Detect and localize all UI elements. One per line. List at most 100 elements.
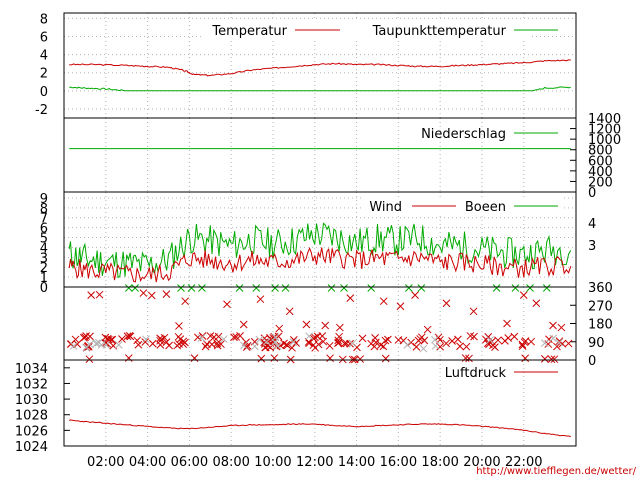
panel-frame — [63, 359, 577, 447]
direction-marker — [348, 339, 357, 348]
direction-marker — [85, 355, 94, 364]
direction-marker — [79, 333, 88, 342]
direction-marker — [198, 284, 206, 292]
direction-marker — [372, 338, 380, 347]
direction-marker — [532, 299, 541, 308]
direction-marker — [412, 342, 421, 351]
direction-marker — [381, 336, 390, 345]
direction-marker — [319, 337, 328, 346]
y-tick-label: 600 — [588, 154, 613, 169]
x-tick-label: 06:00 — [171, 455, 208, 470]
x-tick-label: 14:00 — [338, 455, 375, 470]
direction-marker — [411, 291, 419, 299]
direction-marker — [326, 354, 334, 363]
direction-marker — [469, 307, 478, 316]
direction-marker — [243, 341, 252, 350]
direction-marker — [69, 342, 78, 350]
direction-marker — [82, 343, 90, 352]
y-tick-label: 0 — [40, 281, 48, 296]
legend-precipitation: Niederschlag — [421, 127, 506, 142]
credit-url: http://www.tiefflegen.de/wetter/ — [476, 466, 636, 477]
direction-marker — [511, 284, 520, 292]
direction-marker — [255, 335, 264, 344]
direction-marker — [271, 284, 279, 292]
direction-marker — [381, 354, 390, 363]
direction-marker — [292, 339, 300, 347]
direction-marker — [321, 321, 330, 330]
direction-marker — [434, 333, 443, 342]
direction-marker — [101, 333, 110, 342]
y-tick-label: 1034 — [15, 362, 48, 377]
direction-marker — [540, 339, 549, 348]
direction-marker — [214, 332, 223, 341]
direction-marker — [379, 342, 388, 351]
direction-marker — [240, 341, 248, 350]
direction-marker — [526, 284, 534, 292]
direction-marker — [124, 284, 133, 292]
y-tick-label: -2 — [35, 103, 48, 118]
direction-marker — [547, 355, 556, 364]
dewpoint-line — [69, 86, 571, 92]
direction-marker — [442, 299, 451, 308]
direction-marker — [549, 321, 557, 330]
direction-marker — [239, 320, 248, 329]
direction-marker — [420, 336, 429, 345]
direction-marker — [148, 339, 157, 348]
y-tick-label: 4 — [40, 49, 48, 64]
direction-marker — [219, 335, 228, 343]
direction-marker — [94, 338, 103, 347]
right-tick-label: 3 — [588, 239, 596, 254]
direction-marker — [86, 340, 94, 349]
direction-marker — [131, 284, 139, 292]
direction-marker — [564, 339, 573, 348]
direction-marker — [442, 339, 451, 348]
direction-marker — [304, 338, 313, 346]
direction-marker — [423, 325, 432, 334]
direction-marker — [206, 332, 215, 340]
y-tick-label: 1030 — [15, 393, 48, 408]
direction-marker — [114, 341, 123, 349]
right-tick-label: 180 — [588, 318, 613, 333]
direction-marker — [289, 338, 298, 346]
direction-marker — [346, 339, 354, 348]
direction-marker — [456, 342, 464, 351]
x-tick-label: 16:00 — [380, 455, 417, 470]
right-tick-label: 0 — [588, 354, 596, 369]
direction-marker — [256, 295, 265, 304]
direction-marker — [403, 341, 412, 349]
y-tick-label: 1028 — [15, 409, 48, 424]
direction-marker — [235, 284, 244, 292]
direction-marker — [190, 354, 199, 362]
direction-marker — [257, 354, 266, 363]
direction-marker — [335, 323, 344, 332]
direction-marker — [327, 284, 336, 292]
direction-marker — [419, 344, 428, 353]
direction-marker — [147, 291, 156, 300]
direction-marker — [302, 320, 311, 329]
direction-marker — [311, 343, 320, 352]
direction-marker — [305, 339, 313, 348]
direction-marker — [555, 338, 564, 347]
direction-marker — [223, 300, 231, 309]
direction-marker — [417, 284, 426, 292]
x-tick-label: 02:00 — [87, 455, 124, 470]
direction-marker — [436, 342, 444, 351]
legend-temperature: Temperatur — [211, 24, 287, 39]
x-tick-label: 18:00 — [421, 455, 458, 470]
x-tick-label: 22:00 — [505, 455, 542, 470]
direction-marker — [87, 291, 96, 299]
direction-marker — [462, 342, 471, 351]
y-tick-label: 0 — [40, 85, 48, 100]
direction-marker — [340, 284, 348, 292]
direction-marker — [250, 342, 259, 351]
direction-marker — [356, 355, 365, 363]
direction-marker — [123, 332, 132, 341]
direction-marker — [503, 319, 511, 328]
direction-marker — [396, 302, 405, 311]
x-tick-label: 12:00 — [296, 455, 333, 470]
legend-box — [204, 21, 530, 39]
y-tick-label: 8 — [40, 12, 48, 27]
legend-gusts: Boeen — [465, 200, 506, 215]
direction-marker — [252, 284, 261, 292]
